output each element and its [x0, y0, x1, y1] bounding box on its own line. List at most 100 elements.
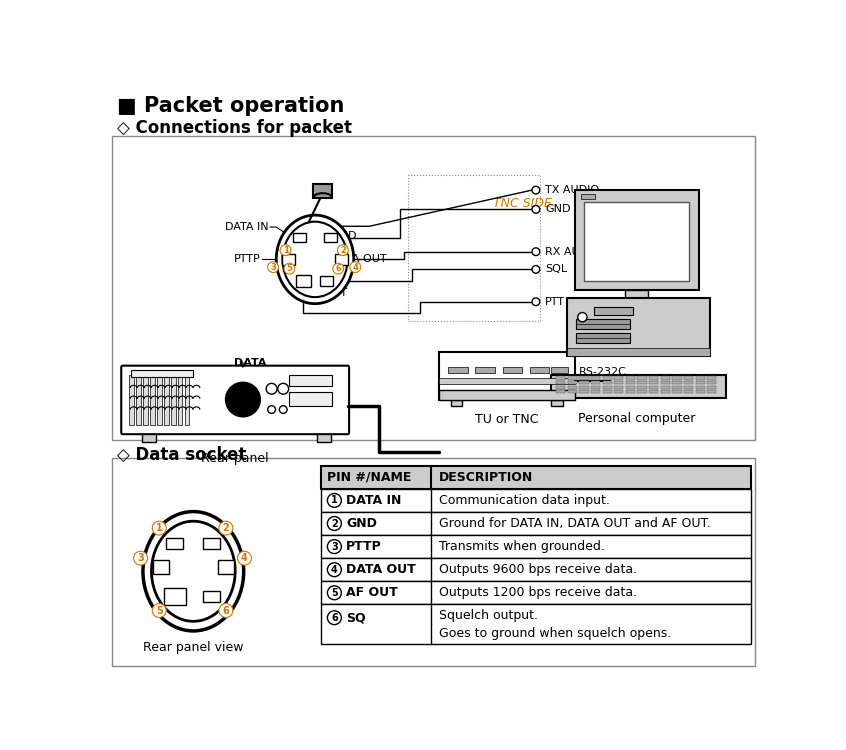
Text: Outputs 9600 bps receive data.: Outputs 9600 bps receive data. — [439, 563, 637, 576]
Bar — [408, 175, 540, 321]
Text: TU or TNC: TU or TNC — [475, 413, 539, 427]
Text: 4: 4 — [241, 554, 248, 563]
Circle shape — [267, 262, 278, 272]
Bar — [150, 375, 155, 425]
Bar — [129, 375, 134, 425]
Text: PIN #/NAME: PIN #/NAME — [327, 471, 412, 484]
Bar — [707, 376, 717, 380]
Text: ⑥AF OUT: ⑥AF OUT — [295, 287, 347, 298]
Bar — [626, 386, 635, 388]
Bar — [166, 538, 184, 549]
Bar — [684, 381, 693, 384]
Circle shape — [219, 521, 233, 535]
Bar — [695, 386, 705, 388]
Bar — [568, 381, 577, 384]
Text: 4: 4 — [331, 565, 338, 574]
Text: TNC SIDE: TNC SIDE — [493, 197, 552, 211]
Bar — [580, 386, 589, 388]
Bar — [321, 535, 750, 558]
Circle shape — [327, 562, 341, 577]
Bar — [164, 588, 185, 605]
Text: 2: 2 — [222, 524, 229, 533]
Text: Goes to ground when squelch opens.: Goes to ground when squelch opens. — [439, 627, 671, 640]
Bar — [556, 390, 565, 394]
Bar — [335, 254, 348, 265]
Bar — [530, 368, 549, 374]
Circle shape — [532, 248, 540, 256]
Ellipse shape — [283, 222, 348, 297]
Text: Squelch output.: Squelch output. — [439, 609, 538, 622]
Bar — [567, 348, 711, 355]
Text: 1: 1 — [331, 496, 338, 506]
Text: ⑤DATA OUT: ⑤DATA OUT — [321, 254, 387, 265]
Circle shape — [219, 604, 233, 617]
Circle shape — [238, 551, 251, 565]
Text: Outputs 1200 bps receive data.: Outputs 1200 bps receive data. — [439, 586, 637, 599]
Bar — [218, 560, 233, 574]
Bar — [695, 376, 705, 380]
Bar — [580, 376, 589, 380]
Text: RX AUDIO: RX AUDIO — [545, 247, 601, 256]
Circle shape — [284, 263, 295, 274]
Ellipse shape — [143, 512, 244, 631]
Bar — [580, 390, 589, 394]
Text: DATA IN: DATA IN — [346, 494, 401, 507]
Text: PTTP: PTTP — [346, 540, 382, 553]
Bar — [283, 254, 295, 265]
Bar — [552, 400, 563, 406]
Bar — [321, 604, 750, 644]
Bar — [321, 489, 750, 512]
Text: DATA OUT: DATA OUT — [346, 563, 415, 576]
Text: 1: 1 — [156, 524, 162, 533]
Bar — [153, 560, 168, 574]
Text: 2: 2 — [331, 518, 338, 529]
Circle shape — [578, 313, 587, 322]
Text: TX AUDIO: TX AUDIO — [545, 185, 599, 195]
Bar — [556, 376, 565, 380]
FancyBboxPatch shape — [121, 366, 349, 434]
Bar — [695, 381, 705, 384]
Text: ◇ Data socket: ◇ Data socket — [117, 446, 246, 464]
Bar — [164, 375, 168, 425]
Bar — [203, 591, 221, 602]
Bar — [451, 400, 462, 406]
Text: ■ Packet operation: ■ Packet operation — [117, 96, 344, 116]
Bar — [626, 390, 635, 394]
Circle shape — [532, 206, 540, 213]
Text: PTT: PTT — [545, 297, 565, 307]
Text: DATA IN: DATA IN — [225, 222, 268, 232]
Bar — [707, 386, 717, 388]
Text: DATA: DATA — [234, 358, 267, 368]
Bar — [637, 390, 646, 394]
Bar — [637, 381, 646, 384]
Circle shape — [277, 383, 288, 394]
Text: GND: GND — [346, 517, 376, 530]
Bar — [448, 368, 468, 374]
Bar — [684, 390, 693, 394]
Bar — [574, 190, 699, 290]
Bar — [203, 538, 221, 549]
Bar — [625, 290, 648, 299]
Text: ◇ Connections for packet: ◇ Connections for packet — [117, 119, 352, 137]
Text: Communication data input.: Communication data input. — [439, 494, 610, 507]
Bar — [649, 386, 658, 388]
Text: RS-232C: RS-232C — [579, 367, 626, 376]
Circle shape — [266, 383, 277, 394]
Bar — [289, 392, 332, 406]
Bar — [673, 381, 682, 384]
Circle shape — [152, 604, 166, 617]
Bar — [576, 320, 630, 328]
Circle shape — [327, 494, 341, 507]
Bar — [584, 202, 689, 281]
Bar — [178, 375, 183, 425]
Circle shape — [152, 521, 166, 535]
Bar — [649, 376, 658, 380]
Bar — [602, 376, 612, 380]
Text: 2: 2 — [340, 246, 346, 255]
Text: Transmits when grounded.: Transmits when grounded. — [439, 540, 605, 553]
Bar — [637, 376, 646, 380]
Bar — [567, 298, 711, 356]
Bar — [321, 581, 750, 604]
Bar — [321, 558, 750, 581]
Bar — [321, 512, 750, 535]
